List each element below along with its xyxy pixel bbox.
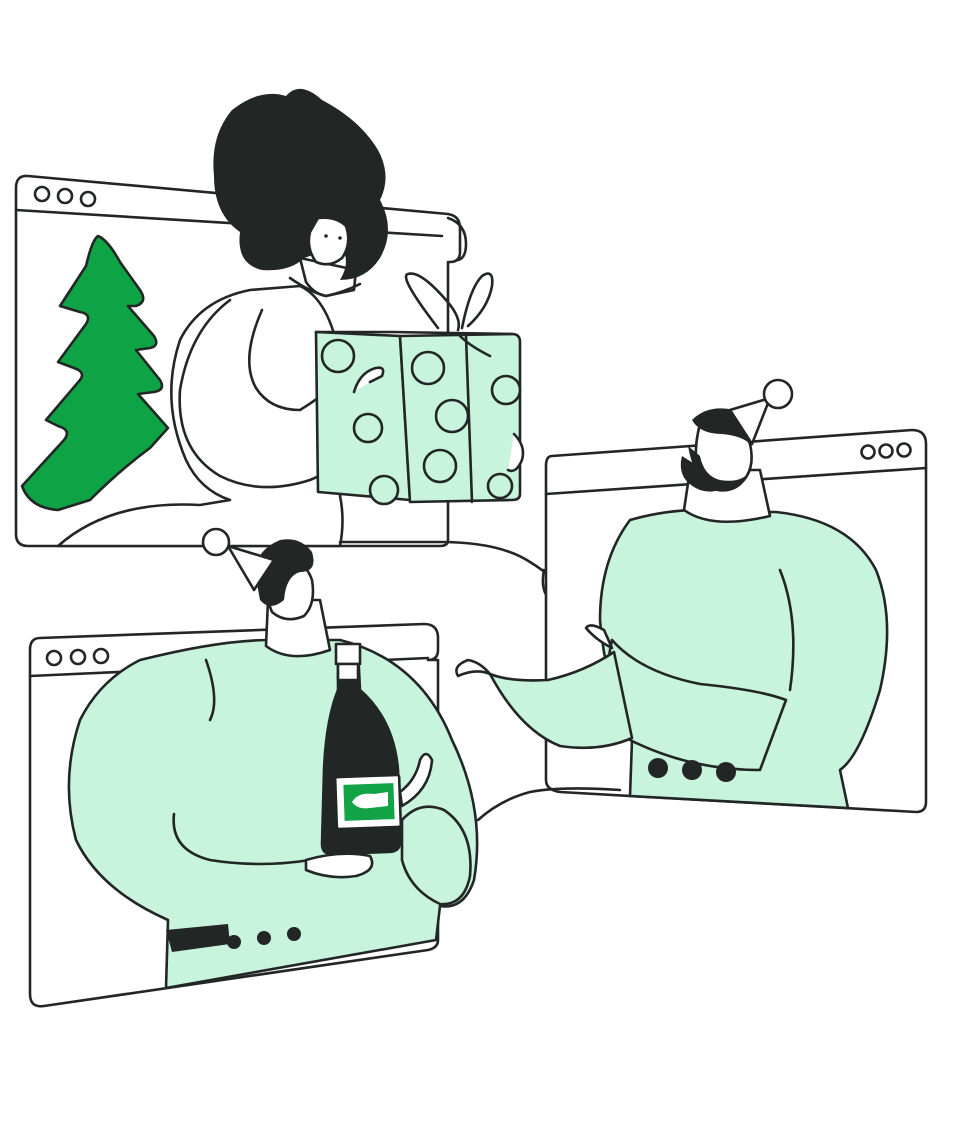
gift-polka-dots: [320, 338, 522, 506]
window-dots: [860, 442, 912, 460]
champagne-bottle-icon: [320, 642, 403, 856]
connector-line: [476, 787, 622, 822]
hair: [255, 539, 314, 606]
window-dots: [45, 647, 110, 667]
man-with-bottle-figure: [67, 527, 479, 990]
party-hat-icon: [201, 527, 276, 592]
gift-box-icon: [314, 272, 525, 506]
connector-line: [338, 540, 565, 603]
bearded-man-figure: [455, 378, 889, 810]
window-dots: [33, 185, 97, 208]
christmas-tree-icon: [20, 234, 170, 512]
party-hat-icon: [728, 378, 794, 446]
